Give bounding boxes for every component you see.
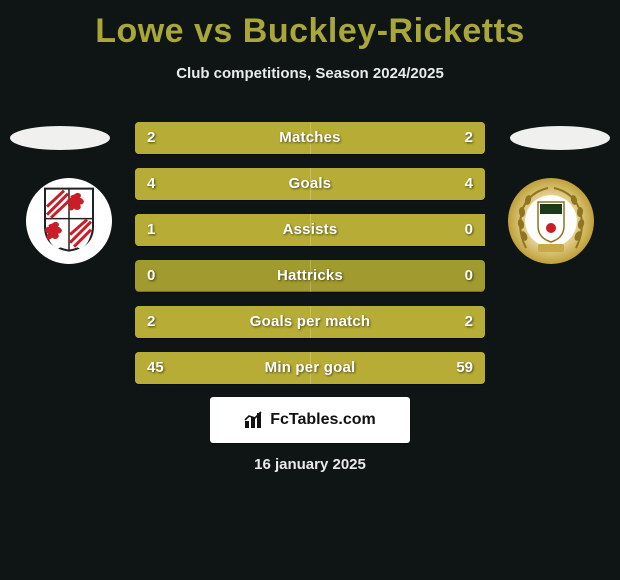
club-badge-left: [26, 178, 112, 264]
stat-value-left: 2: [147, 306, 155, 338]
player-photo-placeholder-left: [10, 126, 110, 150]
stat-row: Matches2 2: [135, 122, 485, 154]
stat-value-right: 0: [465, 214, 473, 246]
stat-row: Assists1 0: [135, 214, 485, 246]
stat-value-left: 1: [147, 214, 155, 246]
club-badge-right: [508, 178, 594, 264]
stat-value-left: 45: [147, 352, 164, 384]
stat-label: Assists: [135, 214, 485, 246]
stat-value-right: 2: [465, 122, 473, 154]
brand-text: FcTables.com: [270, 411, 376, 429]
subtitle: Club competitions, Season 2024/2025: [0, 65, 620, 82]
stats-container: Matches22Goals44Assists10Hattricks00Goal…: [135, 122, 485, 398]
stat-label: Matches: [135, 122, 485, 154]
stat-row: Hattricks0 0: [135, 260, 485, 292]
player-photo-placeholder-right: [510, 126, 610, 150]
stat-value-left: 2: [147, 122, 155, 154]
stat-value-right: 4: [465, 168, 473, 200]
page-title: Lowe vs Buckley-Ricketts: [0, 0, 620, 51]
stat-label: Hattricks: [135, 260, 485, 292]
stat-row: Goals per match2 2: [135, 306, 485, 338]
stat-value-left: 0: [147, 260, 155, 292]
stat-row: Goals4 4: [135, 168, 485, 200]
stat-label: Goals: [135, 168, 485, 200]
stat-value-right: 0: [465, 260, 473, 292]
stat-label: Goals per match: [135, 306, 485, 338]
stat-value-left: 4: [147, 168, 155, 200]
chart-icon: [244, 411, 266, 429]
wreath-crest-icon: [508, 178, 594, 264]
stat-label: Min per goal: [135, 352, 485, 384]
brand-badge[interactable]: FcTables.com: [210, 397, 410, 443]
stat-row: Min per goal45 59: [135, 352, 485, 384]
shield-icon: [41, 187, 97, 253]
date-text: 16 january 2025: [0, 456, 620, 473]
stat-value-right: 2: [465, 306, 473, 338]
stat-value-right: 59: [456, 352, 473, 384]
